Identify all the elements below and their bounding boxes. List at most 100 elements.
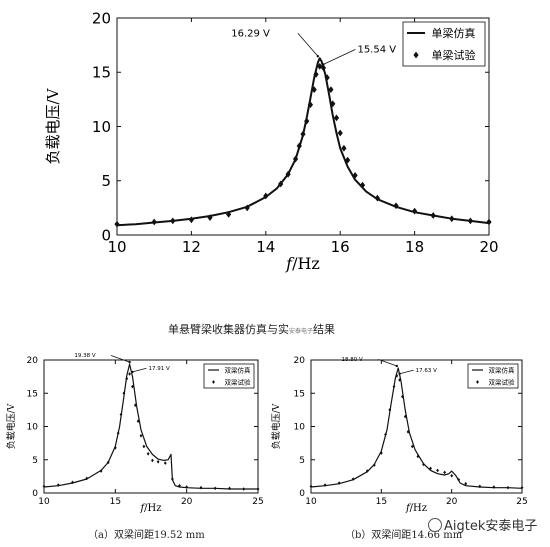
data-point xyxy=(133,403,137,408)
data-point xyxy=(352,171,358,179)
data-point xyxy=(125,376,129,381)
y-tick-label: 15 xyxy=(27,389,38,399)
data-point xyxy=(345,156,351,164)
y-axis-label: 负载电压/V xyxy=(44,87,62,164)
data-point xyxy=(151,458,154,463)
y-tick-label: 0 xyxy=(299,489,305,499)
x-tick-label: 20 xyxy=(446,497,458,507)
legend-entry: 双梁仿真 xyxy=(489,365,516,374)
data-point xyxy=(323,483,327,487)
legend-box xyxy=(402,21,486,67)
annotation-arrow xyxy=(132,367,147,373)
data-point xyxy=(228,486,231,491)
data-point xyxy=(457,477,461,482)
middle-title: 单悬臂梁收集器仿真与实安泰电子结果 xyxy=(168,321,335,337)
annotation-arrow-head xyxy=(316,55,320,58)
annotation-arrow xyxy=(323,49,356,65)
legend-entry: 单梁仿真 xyxy=(432,26,476,40)
data-point xyxy=(99,469,103,473)
legend-box xyxy=(467,363,519,389)
x-axis-label: f/Hz xyxy=(139,503,161,514)
data-point xyxy=(156,459,160,464)
annotation-label: 18.80 V xyxy=(342,357,363,363)
data-point xyxy=(341,144,347,152)
y-tick-label: 0 xyxy=(32,489,38,499)
annotation-label: 17.63 V xyxy=(416,368,437,374)
x-tick-label: 20 xyxy=(181,497,193,507)
data-point xyxy=(464,481,468,486)
legend-entry: 双梁试验 xyxy=(489,377,516,386)
middle-title-text: 单悬臂梁收集器仿真与实 xyxy=(168,323,289,336)
data-point xyxy=(146,451,150,456)
data-point xyxy=(324,74,330,82)
data-point xyxy=(372,463,376,467)
data-point xyxy=(467,217,473,225)
legend-entry: 单梁试验 xyxy=(432,48,476,62)
data-point xyxy=(395,373,399,378)
data-point xyxy=(171,477,174,481)
annotation-arrow xyxy=(378,358,397,367)
y-tick-label: 10 xyxy=(27,423,39,433)
data-point xyxy=(114,220,120,228)
annotation-arrow-head xyxy=(131,370,134,374)
data-point xyxy=(106,460,110,465)
y-tick-label: 15 xyxy=(92,64,111,82)
annotation-arrow xyxy=(297,32,319,57)
caption-a: （a）双梁间距19.52 mm xyxy=(88,530,205,541)
y-axis-label: 负载电压/V xyxy=(5,403,17,449)
y-tick-label: 5 xyxy=(32,456,38,466)
y-tick-label: 20 xyxy=(92,9,111,27)
caption-b: （b）双梁间距14.66 mm xyxy=(345,530,463,541)
annotation-label: 19.38 V xyxy=(74,353,95,359)
data-point xyxy=(478,484,482,489)
legend-entry: 双梁试验 xyxy=(225,377,252,386)
data-point xyxy=(328,86,334,93)
data-point xyxy=(151,218,157,226)
chart-double-beam-b: 10 15 20 25 0 5 10 15 20 f/Hz 负载电压/V 18.80 V 17.63 V… xyxy=(270,356,528,514)
series-line-双梁仿真 xyxy=(310,367,523,489)
data-point xyxy=(213,486,217,491)
watermark-icon xyxy=(428,518,442,532)
data-point xyxy=(398,378,402,382)
data-point xyxy=(296,142,302,150)
x-tick-label: 25 xyxy=(252,497,263,507)
data-point xyxy=(430,212,436,219)
chart-single-beam: 10 12 14 16 18 20 0 5 10 15 20 f/Hz 负载电压/V 16.29 V 15.… xyxy=(44,9,499,273)
x-tick-label: 12 xyxy=(182,238,201,256)
data-point xyxy=(131,384,134,389)
x-tick-label: 15 xyxy=(110,497,121,507)
data-point xyxy=(429,466,432,471)
data-point xyxy=(207,214,213,222)
data-point xyxy=(450,473,454,478)
data-point xyxy=(300,130,306,138)
data-point xyxy=(263,192,269,200)
y-tick-label: 10 xyxy=(294,423,306,433)
annotation-label: 16.29 V xyxy=(231,28,270,39)
data-point xyxy=(163,461,167,465)
annotation-arrow-head xyxy=(398,372,401,375)
data-point xyxy=(416,454,420,459)
x-tick-label: 10 xyxy=(107,238,126,256)
data-point xyxy=(56,483,60,487)
annotation-arrow xyxy=(399,369,414,375)
data-point xyxy=(320,64,327,72)
series-line-双梁仿真 xyxy=(43,363,258,490)
data-point xyxy=(422,462,425,467)
data-point xyxy=(313,71,319,78)
data-point xyxy=(333,114,340,122)
data-point xyxy=(285,170,291,178)
x-axis-label: f/Hz xyxy=(285,254,320,273)
middle-title-watermark: 安泰电子 xyxy=(289,328,314,335)
data-point xyxy=(486,218,492,226)
data-point xyxy=(506,485,510,490)
data-point xyxy=(392,384,396,389)
data-point xyxy=(278,180,284,188)
y-tick-label: 10 xyxy=(92,118,111,136)
data-point xyxy=(401,394,404,399)
data-point xyxy=(374,194,380,202)
data-point xyxy=(436,468,439,473)
data-point xyxy=(384,432,387,437)
data-point xyxy=(242,487,246,491)
y-tick-label: 20 xyxy=(294,356,306,366)
x-tick-label: 10 xyxy=(305,497,317,507)
